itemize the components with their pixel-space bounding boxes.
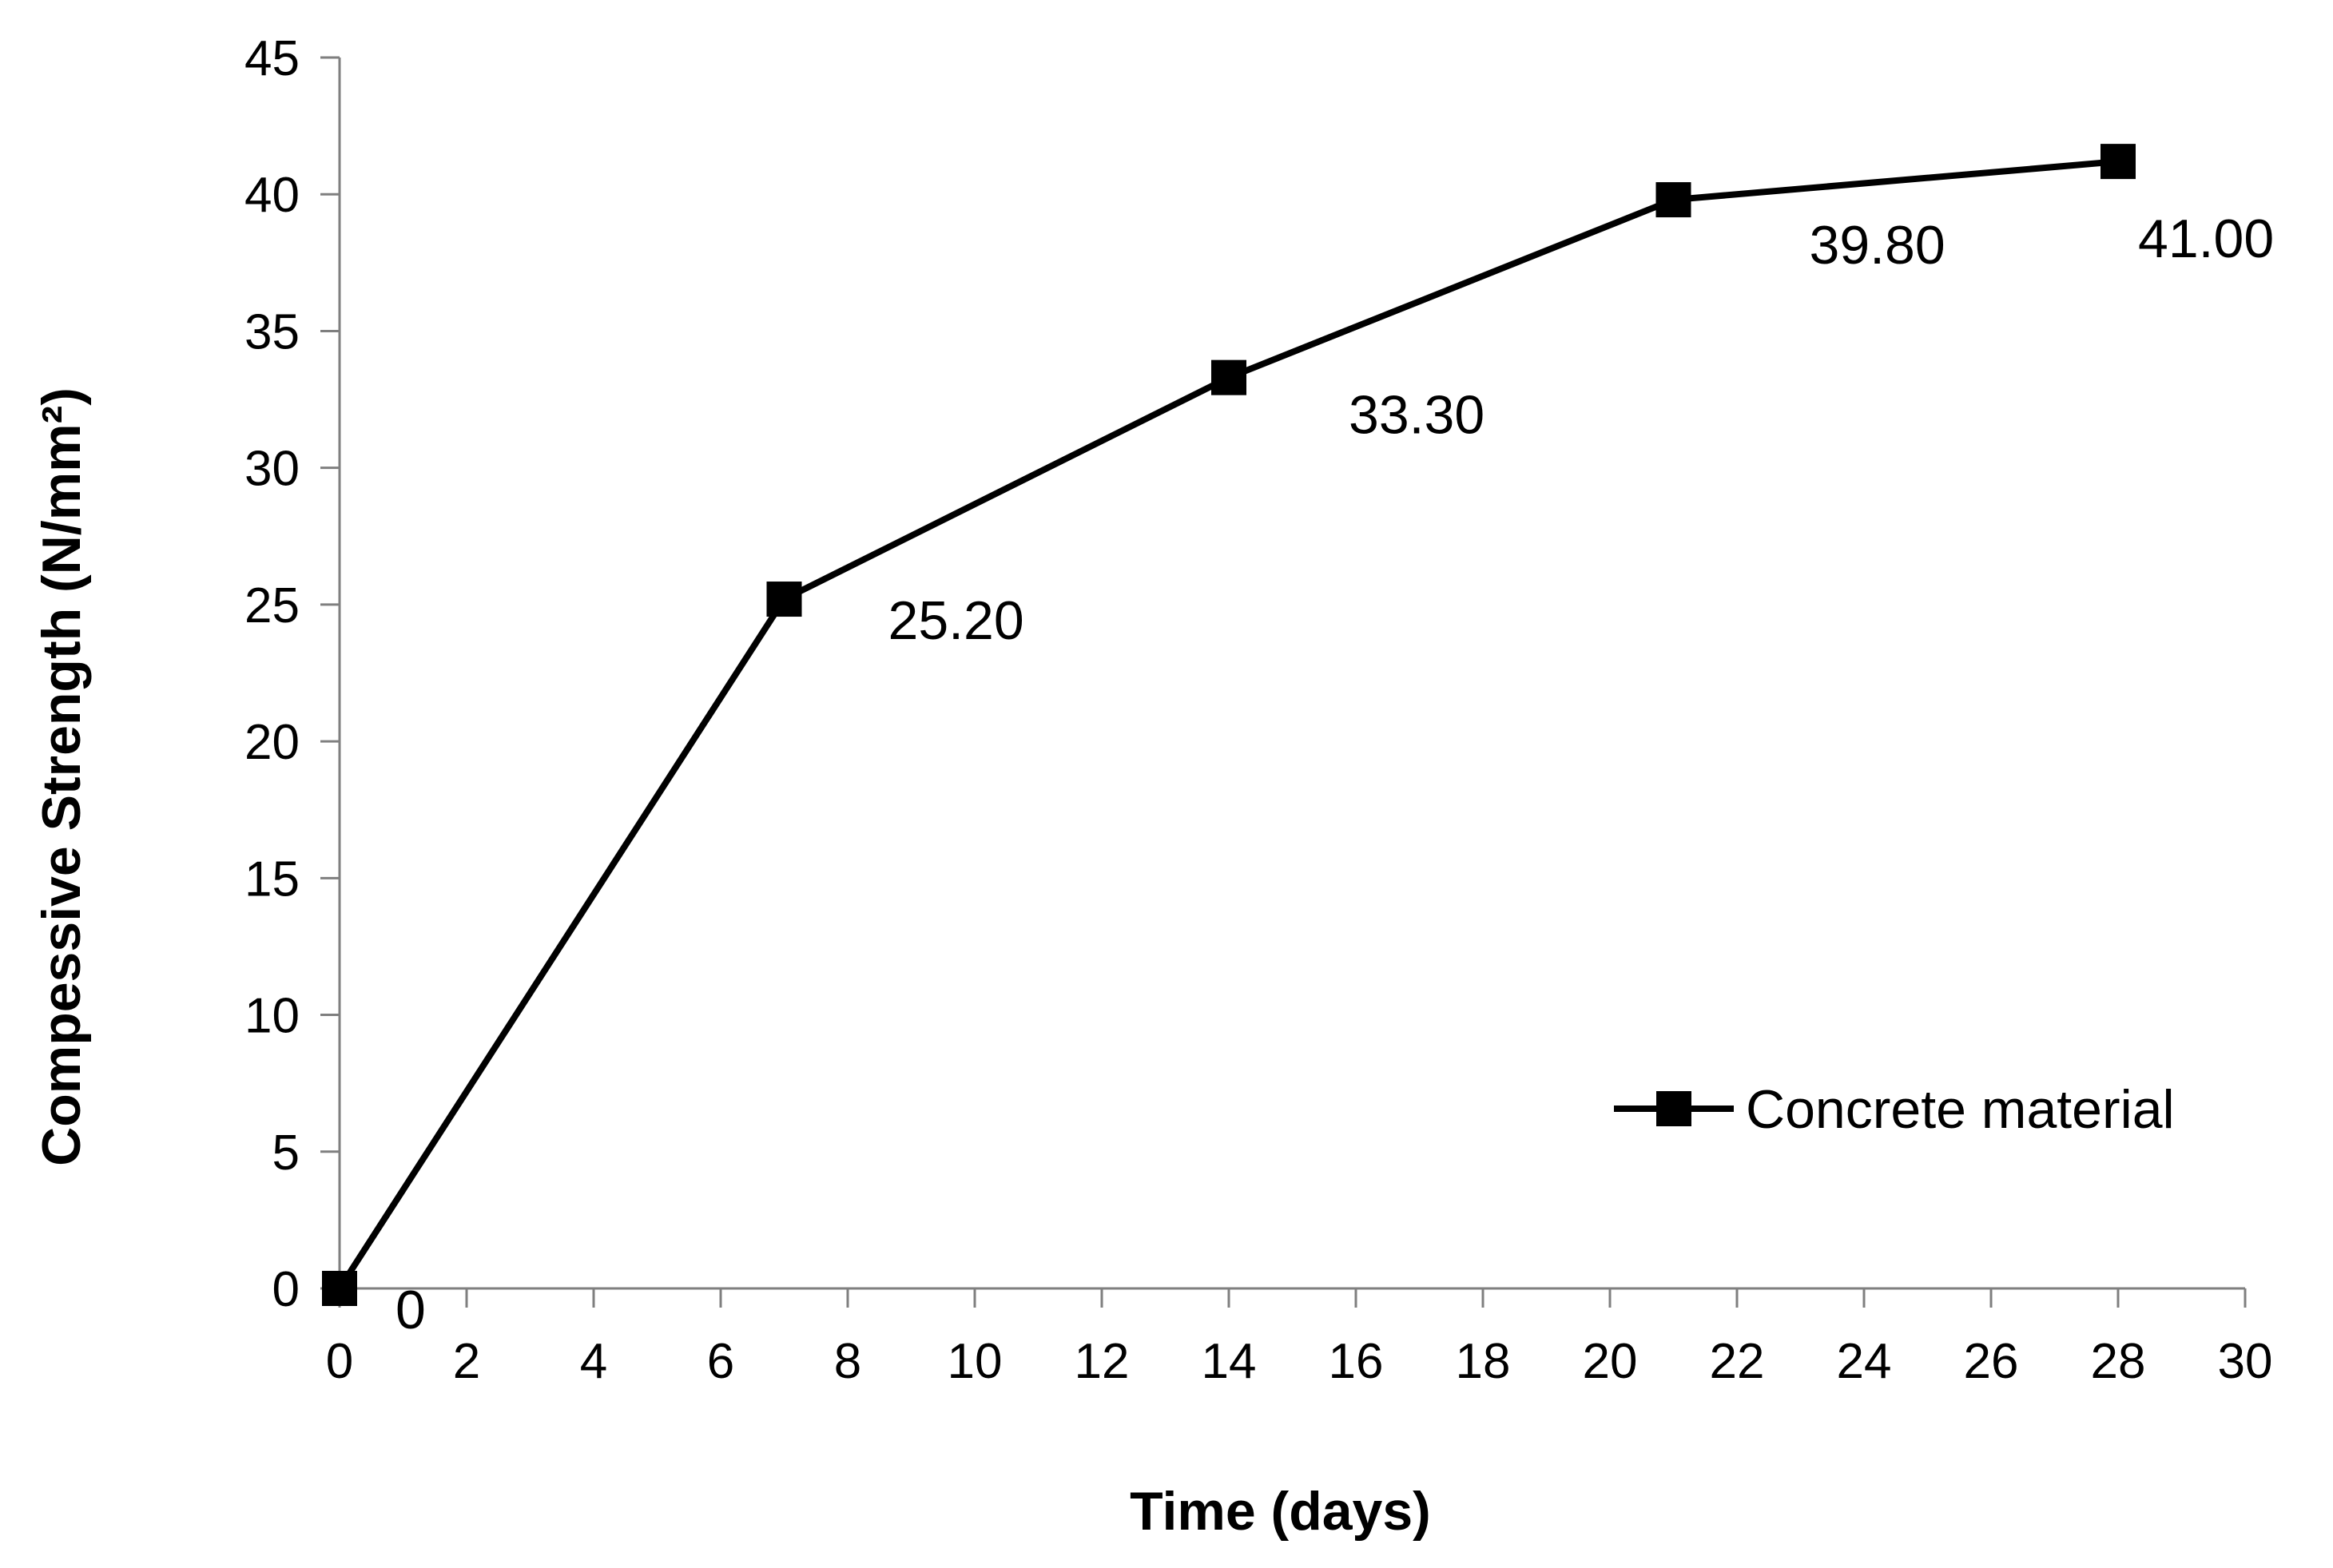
data-label: 39.80 <box>1810 215 1945 276</box>
y-tick-label: 10 <box>244 989 300 1044</box>
x-tick-label: 8 <box>834 1334 861 1389</box>
data-labels: 0 25.20 33.30 39.80 41.00 <box>395 208 2274 1340</box>
data-label: 25.20 <box>888 590 1024 651</box>
data-point-marker <box>1211 359 1246 395</box>
x-tick-label: 20 <box>1583 1334 1638 1389</box>
y-tick-label: 35 <box>244 304 300 359</box>
data-label: 33.30 <box>1349 385 1484 446</box>
y-axis-ticks: 0 5 10 15 20 25 30 35 40 45 <box>244 31 340 1317</box>
data-point-marker <box>1655 182 1691 218</box>
axes <box>338 58 2245 1290</box>
y-tick-label: 15 <box>244 851 300 907</box>
x-tick-label: 6 <box>707 1334 734 1389</box>
x-tick-label: 24 <box>1837 1334 1892 1389</box>
y-tick-label: 25 <box>244 578 300 633</box>
data-point-marker <box>2100 144 2136 180</box>
x-tick-label: 26 <box>1964 1334 2019 1389</box>
x-tick-label: 30 <box>2218 1334 2273 1389</box>
x-tick-label: 22 <box>1710 1334 1765 1389</box>
x-tick-label: 12 <box>1075 1334 1130 1389</box>
x-tick-label: 14 <box>1202 1334 1257 1389</box>
x-tick-label: 28 <box>2091 1334 2146 1389</box>
x-axis-ticks: 0 2 4 6 8 10 12 14 16 18 20 22 24 26 28 30 <box>326 1288 2273 1389</box>
x-tick-label: 4 <box>580 1334 607 1389</box>
y-tick-label: 5 <box>272 1125 300 1181</box>
x-axis-title: Time (days) <box>1130 1481 1431 1542</box>
data-label: 41.00 <box>2138 208 2274 269</box>
x-tick-label: 2 <box>453 1334 480 1389</box>
y-tick-label: 45 <box>244 31 300 86</box>
y-tick-label: 30 <box>244 442 300 497</box>
legend: Concrete material <box>1614 1079 2175 1140</box>
x-tick-label: 18 <box>1456 1334 1511 1389</box>
series-group <box>322 144 2136 1306</box>
data-label: 0 <box>395 1280 426 1340</box>
legend-label: Concrete material <box>1746 1079 2175 1140</box>
x-tick-label: 0 <box>326 1334 353 1389</box>
y-axis-title: Compessive Strength (N/mm²) <box>31 387 92 1166</box>
y-tick-label: 0 <box>272 1262 300 1317</box>
data-point-marker <box>766 582 802 617</box>
x-tick-label: 16 <box>1329 1334 1384 1389</box>
x-tick-label: 10 <box>948 1334 1003 1389</box>
data-point-marker <box>322 1271 357 1306</box>
y-tick-label: 40 <box>244 168 300 223</box>
legend-marker-swatch <box>1656 1091 1691 1126</box>
y-tick-label: 20 <box>244 715 300 770</box>
